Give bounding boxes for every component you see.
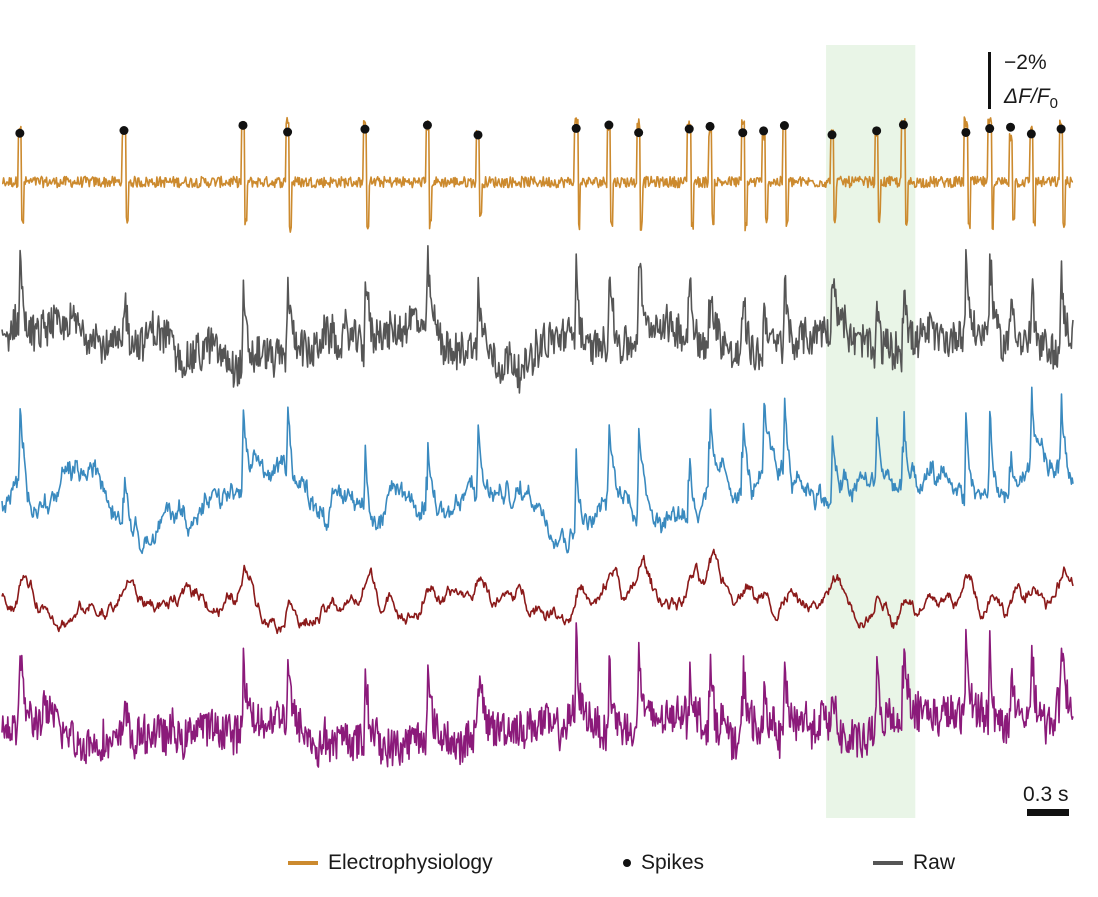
spike-dot [684,124,694,134]
trace-trace3 [1,386,1074,555]
trace-trace5 [1,622,1074,768]
legend-line-swatch [288,861,318,865]
spike-dot [604,120,614,130]
spike-dot [1026,129,1036,139]
y-scale-unit-text: ΔF/F [1004,85,1050,108]
spike-dot [15,128,25,138]
spike-markers [15,120,1066,140]
y-scale-bar [988,52,991,109]
spike-dot [985,124,995,134]
spike-dot [961,127,971,137]
legend-electrophysiology: Electrophysiology [288,851,493,875]
spike-dot [283,127,293,137]
spike-dot [779,121,789,131]
legend-raw: Raw [873,851,955,875]
spike-dot [1006,122,1016,132]
spike-dot [119,126,129,136]
trace-trace4 [1,548,1074,635]
spike-dot [898,120,908,130]
spike-dot [634,128,644,138]
y-scale-label: −2% [1004,51,1047,74]
legend-label: Raw [913,851,956,874]
x-scale-label: 0.3 s [1023,783,1069,806]
spike-dot [571,123,581,133]
spike-dot [422,120,432,130]
spike-dot [872,126,882,136]
spike-dot [738,128,748,138]
legend-label: Spikes [641,851,705,874]
spike-dot [827,130,837,140]
spike-dot [238,120,248,130]
trace-ephys [1,116,1074,233]
legend-label: Electrophysiology [328,851,493,874]
x-scale-bar [1027,809,1069,816]
trace-trace2 [1,245,1074,394]
legend-line-swatch [873,861,903,865]
spike-dot [1056,124,1066,134]
legend-spikes: Spikes [623,851,704,875]
spike-dot [473,130,483,140]
spike-dot [360,124,370,134]
spike-dot [759,126,769,136]
y-scale-unit: ΔF/F0 [1004,86,1058,111]
traces-group [1,116,1074,768]
y-scale-unit-sub: 0 [1049,95,1058,112]
spike-dot [705,121,715,131]
legend-dot-swatch [623,859,631,867]
